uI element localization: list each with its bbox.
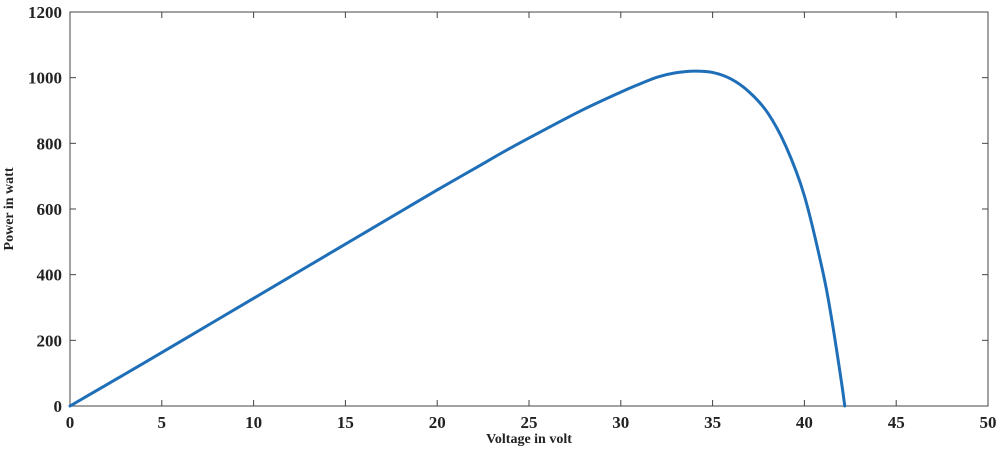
x-tick-label: 50 <box>980 413 997 432</box>
x-axis-ticks <box>69 12 989 406</box>
y-tick-label: 600 <box>37 200 63 219</box>
x-tick-label: 40 <box>796 413 813 432</box>
x-tick-label: 0 <box>66 413 75 432</box>
y-tick-label: 1000 <box>28 69 62 88</box>
y-axis-ticks <box>70 11 988 407</box>
x-axis-label: Voltage in volt <box>486 432 572 447</box>
x-tick-label: 35 <box>704 413 721 432</box>
x-tick-label: 25 <box>521 413 538 432</box>
x-tick-label: 15 <box>337 413 354 432</box>
x-tick-label: 30 <box>612 413 629 432</box>
y-tick-label: 0 <box>54 397 63 416</box>
x-axis-tick-labels: 0 5 10 15 20 25 30 35 40 45 50 <box>66 413 997 432</box>
y-tick-label: 200 <box>37 331 63 350</box>
y-axis-label: Power in watt <box>2 167 17 250</box>
y-tick-label: 800 <box>37 134 63 153</box>
y-tick-label: 400 <box>37 266 63 285</box>
y-axis-tick-labels: 0 200 400 600 800 1000 1200 <box>28 3 62 416</box>
series-line <box>68 69 847 408</box>
x-tick-label: 20 <box>429 413 446 432</box>
x-tick-label: 10 <box>245 413 262 432</box>
plot-area <box>69 11 989 407</box>
y-tick-label: 1200 <box>28 3 62 22</box>
x-tick-label: 45 <box>888 413 905 432</box>
x-tick-label: 5 <box>158 413 167 432</box>
